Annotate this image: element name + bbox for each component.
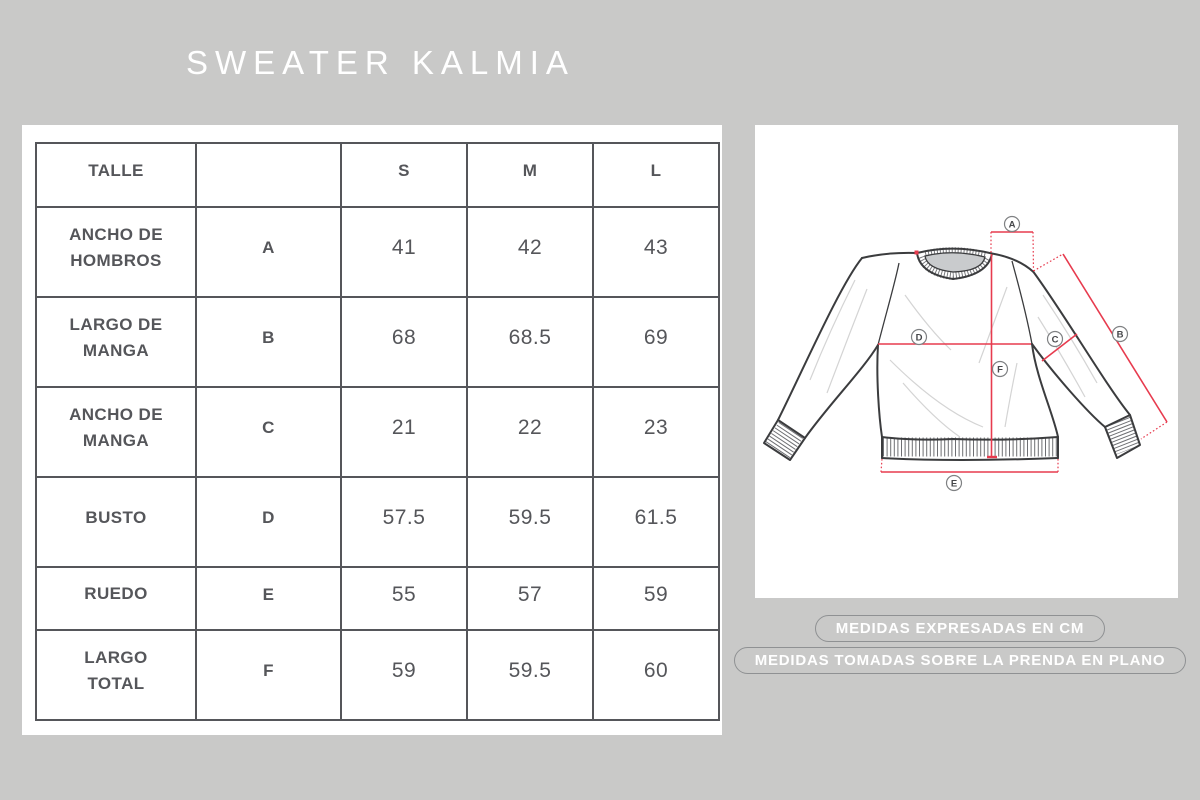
svg-text:B: B: [1117, 329, 1124, 340]
value-s: 55: [340, 566, 468, 631]
size-chart-table: TALLE S M L ANCHO DE HOMBROS A 41 42 43 …: [35, 142, 720, 721]
col-header-letter: [195, 142, 342, 208]
row-label: ANCHO DE HOMBROS: [35, 206, 197, 298]
svg-text:F: F: [997, 364, 1003, 375]
sleeve-seams: [877, 260, 1033, 346]
row-letter: B: [195, 296, 342, 388]
collar: [916, 247, 993, 281]
left-cuff-ribbing: [764, 421, 804, 460]
value-s: 59: [340, 629, 468, 721]
table-row: LARGO DE MANGA B 68 68.5 69: [35, 296, 720, 388]
value-m: 57: [466, 566, 594, 631]
note-units-pill: MEDIDAS EXPRESADAS EN CM: [814, 615, 1106, 642]
svg-text:C: C: [1052, 334, 1059, 345]
row-label: BUSTO: [35, 476, 197, 568]
value-l: 69: [592, 296, 720, 388]
value-m: 22: [466, 386, 594, 478]
value-l: 43: [592, 206, 720, 298]
notes: MEDIDAS EXPRESADAS EN CM MEDIDAS TOMADAS…: [733, 615, 1187, 674]
row-letter: C: [195, 386, 342, 478]
value-l: 61.5: [592, 476, 720, 568]
note-method-pill: MEDIDAS TOMADAS SOBRE LA PRENDA EN PLANO: [733, 647, 1187, 674]
row-letter: A: [195, 206, 342, 298]
row-label: RUEDO: [35, 566, 197, 631]
page-title: SWEATER KALMIA: [186, 44, 575, 81]
marker-a: A: [1003, 215, 1021, 233]
col-header-size-s: S: [340, 142, 468, 208]
value-m: 68.5: [466, 296, 594, 388]
row-label: ANCHO DE MANGA: [35, 386, 197, 478]
col-header-size-m: M: [466, 142, 594, 208]
row-letter: F: [195, 629, 342, 721]
value-m: 42: [466, 206, 594, 298]
row-label: LARGO DE MANGA: [35, 296, 197, 388]
marker-f: F: [991, 360, 1009, 378]
row-letter: D: [195, 476, 342, 568]
table-row: RUEDO E 55 57 59: [35, 566, 720, 631]
svg-text:D: D: [916, 332, 923, 343]
size-chart-card: TALLE S M L ANCHO DE HOMBROS A 41 42 43 …: [22, 125, 722, 735]
marker-e: E: [945, 474, 963, 492]
row-letter: E: [195, 566, 342, 631]
marker-d: D: [910, 328, 928, 346]
svg-text:E: E: [951, 478, 957, 489]
value-m: 59.5: [466, 629, 594, 721]
value-l: 23: [592, 386, 720, 478]
table-row: ANCHO DE HOMBROS A 41 42 43: [35, 206, 720, 298]
col-header-talle: TALLE: [35, 142, 197, 208]
value-l: 60: [592, 629, 720, 721]
col-header-size-l: L: [592, 142, 720, 208]
marker-b: B: [1111, 325, 1129, 343]
sweater-technical-drawing: A B C D E F: [763, 215, 1168, 492]
value-m: 59.5: [466, 476, 594, 568]
sweater-outline: [763, 251, 1141, 461]
table-row: BUSTO D 57.5 59.5 61.5: [35, 476, 720, 568]
table-header-row: TALLE S M L: [35, 142, 720, 208]
fabric-crease-lines: [809, 279, 1098, 438]
row-label: LARGO TOTAL: [35, 629, 197, 721]
value-s: 68: [340, 296, 468, 388]
table-row: LARGO TOTAL F 59 59.5 60: [35, 629, 720, 721]
table-row: ANCHO DE MANGA C 21 22 23: [35, 386, 720, 478]
value-s: 21: [340, 386, 468, 478]
marker-c: C: [1046, 330, 1064, 348]
sweater-diagram-card: A B C D E F: [755, 125, 1178, 598]
value-s: 57.5: [340, 476, 468, 568]
svg-text:A: A: [1009, 219, 1016, 230]
value-s: 41: [340, 206, 468, 298]
value-l: 59: [592, 566, 720, 631]
